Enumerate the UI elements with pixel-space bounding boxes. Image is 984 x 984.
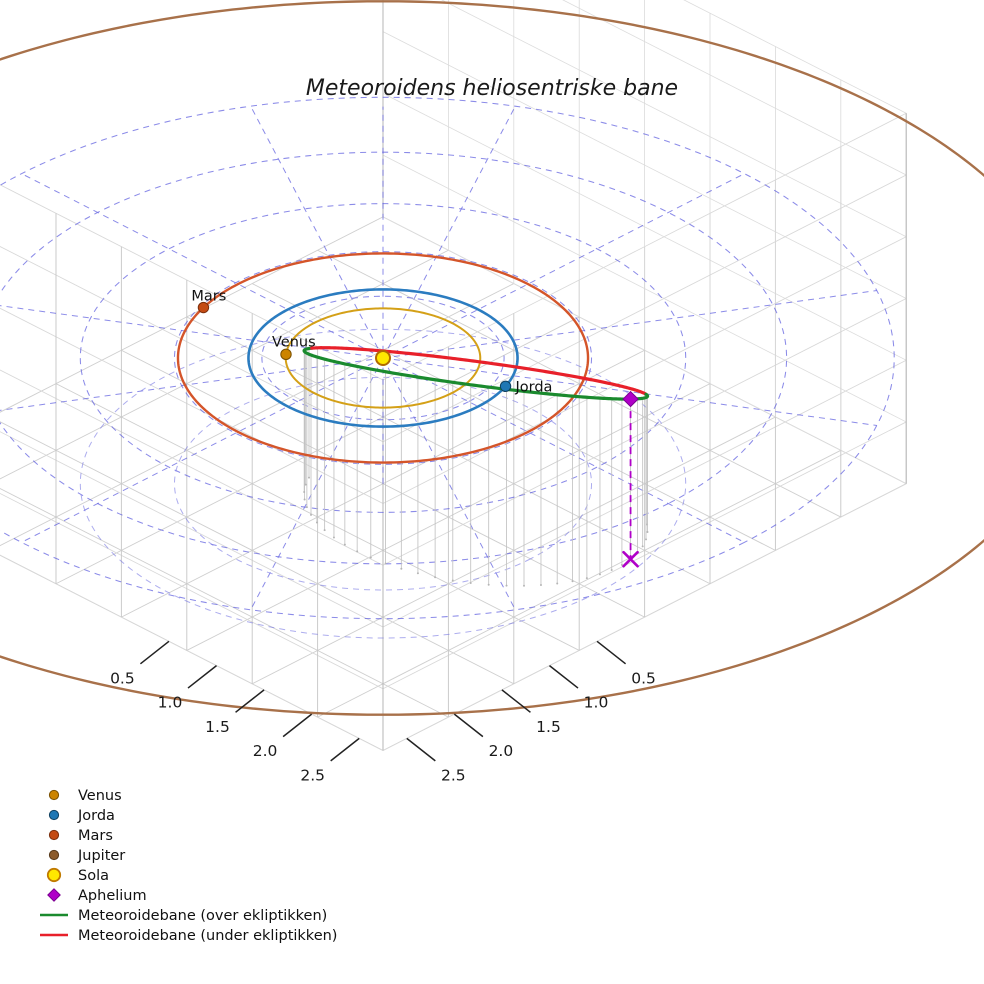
body-label-venus: Venus [272, 334, 316, 350]
jorda-orbit [247, 288, 519, 428]
legend-item[interactable]: Meteoroidebane (over ekliptikken) [40, 908, 327, 924]
y-tick-label-3: 2.0 [489, 742, 514, 760]
y-tick-label-2: 1.5 [536, 718, 561, 736]
legend[interactable]: Venus Jorda Mars Jupiter Sola Aphelium Meteoro… [40, 788, 337, 944]
legend-marker-jorda-icon [48, 809, 60, 821]
axes-box-grid [0, 0, 907, 751]
legend-label: Mars [78, 828, 113, 844]
jupiter-orbit [0, 0, 984, 716]
legend-label: Aphelium [78, 888, 147, 904]
y-tick-mark-0 [596, 640, 627, 665]
page-title: Meteoroidens heliosentriske bane [306, 76, 678, 101]
body-marker-sola[interactable] [375, 350, 391, 366]
legend-marker-mars-icon [48, 829, 60, 841]
y-tick-label-1: 1.0 [584, 694, 609, 712]
body-label-mars: Mars [191, 289, 226, 305]
y-tick-mark-2 [501, 689, 531, 713]
axes-vertical-gridlines [55, 0, 907, 751]
legend-marker-aphelium-icon [47, 888, 61, 902]
legend-item[interactable]: Jorda [48, 808, 115, 824]
venus-orbit [284, 307, 482, 409]
x-tick-label-3: 2.0 [253, 742, 278, 760]
legend-marker-jupiter-icon [48, 849, 60, 861]
y-tick-mark-4 [406, 737, 436, 762]
x-tick-mark-1 [187, 665, 217, 689]
aphelium-marker[interactable] [622, 390, 639, 408]
celestial-bodies: Venus Jorda Mars [191, 289, 552, 396]
legend-marker-venus-icon [48, 789, 60, 801]
legend-item[interactable]: Jupiter [48, 848, 125, 864]
x-tick-mark-2 [235, 689, 265, 713]
legend-marker-sola-icon [46, 867, 62, 883]
y-tick-mark-1 [549, 665, 579, 689]
meteoroid-path-below-ecliptic [319, 346, 648, 396]
x-tick-mark-0 [139, 640, 170, 665]
legend-label: Venus [78, 788, 122, 804]
legend-label: Meteoroidebane (over ekliptikken) [78, 908, 327, 924]
mars-orbit [176, 252, 590, 464]
legend-item[interactable]: Venus [48, 788, 122, 804]
y-tick-mark-3 [453, 713, 484, 738]
y-tick-label-4: 2.5 [441, 766, 466, 784]
x-tick-mark-4 [330, 737, 360, 762]
legend-item[interactable]: Sola [46, 867, 109, 884]
legend-label: Jorda [77, 808, 115, 824]
legend-item[interactable]: Meteoroidebane (under ekliptikken) [40, 928, 337, 944]
body-label-jorda: Jorda [515, 379, 553, 395]
legend-label: Sola [78, 868, 109, 884]
x-tick-label-1: 1.0 [158, 694, 183, 712]
x-tick-label-0: 0.5 [110, 669, 135, 687]
legend-label: Jupiter [77, 848, 125, 864]
legend-label: Meteoroidebane (under ekliptikken) [78, 928, 337, 944]
aphelium-group [622, 390, 639, 568]
y-tick-label-0: 0.5 [631, 669, 656, 687]
x-tick-mark-3 [282, 713, 313, 738]
body-marker-jorda[interactable] [499, 380, 512, 393]
x-tick-label-4: 2.5 [300, 766, 325, 784]
aphelium-projection-x-marker [622, 550, 639, 568]
x-tick-label-2: 1.5 [205, 718, 230, 736]
body-marker-venus[interactable] [280, 348, 292, 361]
polar-grid [0, 96, 895, 639]
body-marker-mars[interactable] [197, 301, 210, 314]
axis-ticks: 0.51.01.52.02.50.51.01.52.02.51.51.00.50… [110, 640, 656, 784]
planet-orbits [0, 0, 984, 716]
legend-item[interactable]: Aphelium [47, 888, 147, 904]
legend-item[interactable]: Mars [48, 828, 113, 844]
